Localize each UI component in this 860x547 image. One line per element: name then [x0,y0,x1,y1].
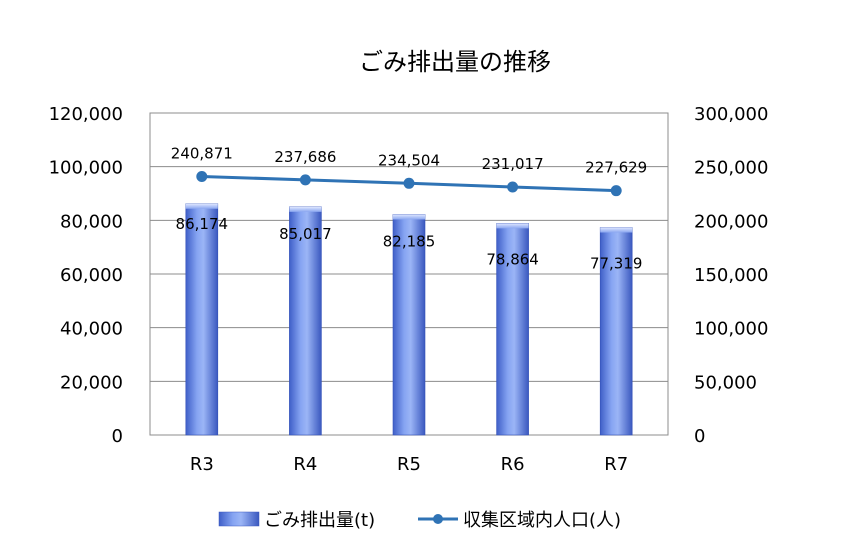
line-series [196,170,622,197]
bar-data-label: 85,017 [279,225,332,243]
bar-data-labels: 86,174 85,017 82,185 78,864 77,319 [176,215,643,273]
bar-data-label: 86,174 [176,215,229,233]
line-point [610,185,622,197]
y-right-tick-label: 250,000 [694,158,768,179]
legend-line-label: 収集区域内人口(人) [463,510,621,531]
legend-bar-label: ごみ排出量(t) [264,510,375,531]
y-left-tick-label: 80,000 [60,211,123,232]
bar [392,214,426,436]
y-left-tick-label: 100,000 [49,158,123,179]
line-point [403,177,415,189]
x-axis: R3 R4 R5 R6 R7 [190,454,628,475]
y-axis-right: 0 50,000 100,000 150,000 200,000 250,000 300,0… [694,104,768,447]
x-tick-label: R4 [293,454,317,475]
x-tick-label: R6 [501,454,525,475]
legend-bar-swatch [218,511,260,527]
line-data-labels: 240,871 237,686 234,504 231,017 227,629 [171,144,647,176]
line-data-label: 231,017 [482,155,544,173]
x-tick-label: R5 [397,454,421,475]
y-left-tick-label: 40,000 [60,319,123,340]
legend: ごみ排出量(t) 収集区域内人口(人) [218,510,621,531]
line-data-label: 240,871 [171,144,233,162]
line-point [196,170,208,182]
legend-line-marker [433,514,443,524]
y-right-tick-label: 300,000 [694,104,768,125]
line-data-label: 237,686 [274,148,336,166]
bar-data-label: 82,185 [383,232,436,250]
y-right-tick-label: 200,000 [694,211,768,232]
y-axis-left: 0 20,000 40,000 60,000 80,000 100,000 120,000 [49,104,123,447]
y-right-tick-label: 100,000 [694,319,768,340]
x-tick-label: R3 [190,454,214,475]
line-data-label: 227,629 [585,159,647,177]
y-left-tick-label: 0 [112,426,123,447]
bar-series [185,203,633,436]
line-point [507,181,519,193]
x-tick-label: R7 [604,454,628,475]
bar [599,227,633,436]
y-left-tick-label: 20,000 [60,372,123,393]
y-right-tick-label: 0 [694,426,705,447]
bar [496,223,529,436]
bar [185,203,219,436]
line-point [299,174,311,186]
y-right-tick-label: 50,000 [694,372,757,393]
y-left-tick-label: 120,000 [49,104,123,125]
y-right-tick-label: 150,000 [694,265,768,286]
bar-data-label: 78,864 [486,250,539,268]
chart-title: ごみ排出量の推移 [359,48,551,76]
bar [289,206,322,436]
line-data-label: 234,504 [378,151,440,169]
bar-data-label: 77,319 [590,255,643,273]
y-left-tick-label: 60,000 [60,265,123,286]
